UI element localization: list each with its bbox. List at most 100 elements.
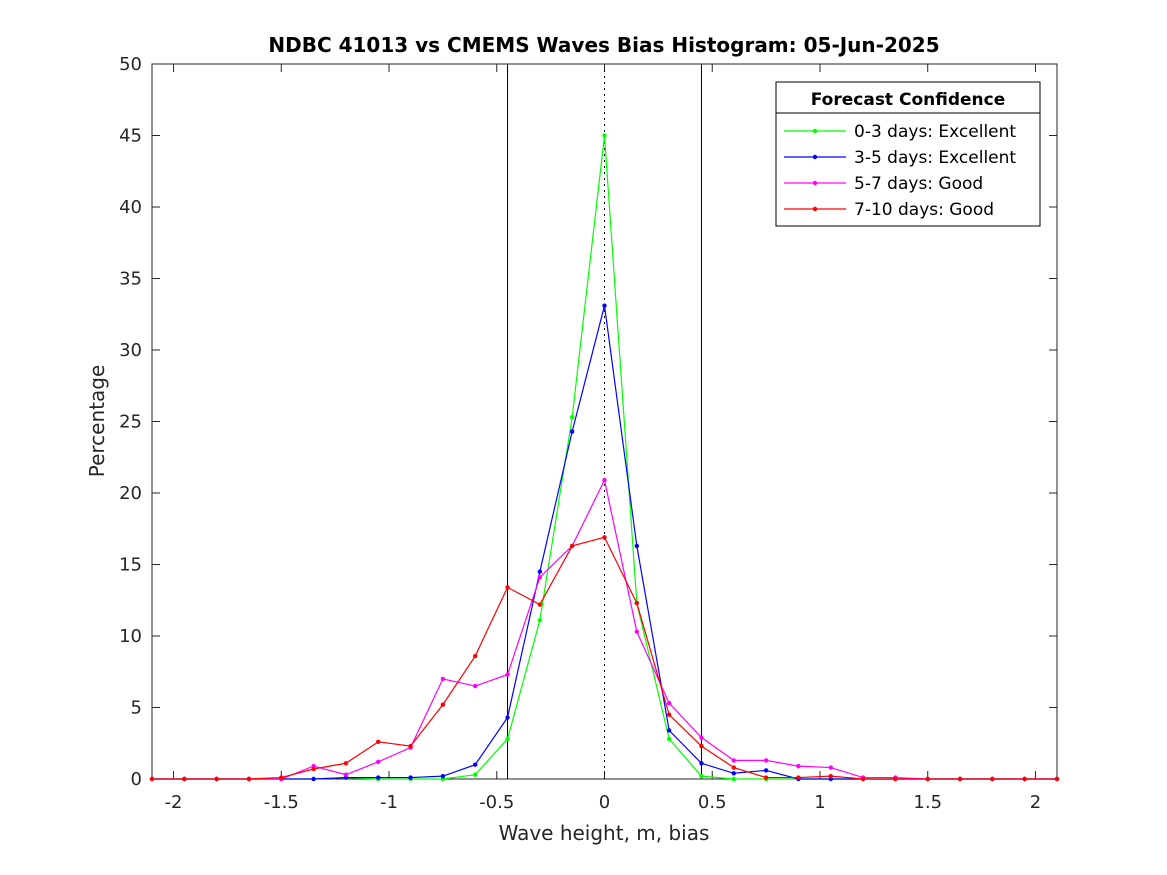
data-point [763, 758, 769, 763]
data-point [440, 676, 446, 682]
legend-marker [812, 180, 818, 186]
data-point [893, 776, 898, 782]
y-tick-label: 50 [119, 54, 142, 75]
data-point [376, 739, 381, 745]
data-point [505, 585, 510, 590]
data-point [505, 672, 510, 677]
data-point [731, 776, 736, 782]
x-tick-label: -1.5 [264, 792, 299, 813]
data-point [763, 775, 769, 780]
data-point [699, 735, 704, 740]
data-point [376, 759, 381, 765]
data-point [537, 569, 543, 574]
data-point [796, 763, 801, 769]
data-point [505, 715, 510, 720]
y-tick-label: 15 [119, 555, 142, 576]
legend-marker [812, 206, 818, 212]
legend-entry: 5-7 days: Good [854, 174, 983, 194]
data-point [343, 761, 349, 766]
data-point [214, 776, 219, 782]
y-axis-label: Percentage [85, 365, 109, 478]
data-point [602, 477, 607, 483]
data-point [343, 772, 349, 777]
x-tick-label: -0.5 [479, 792, 514, 813]
data-point [182, 776, 187, 782]
data-point [731, 771, 736, 776]
data-point [828, 765, 833, 770]
data-point [537, 602, 543, 607]
data-point [1054, 776, 1060, 782]
y-tick-label: 20 [119, 483, 142, 504]
x-tick-label: 1 [814, 792, 825, 813]
x-tick-label: -1 [380, 792, 398, 813]
data-point [666, 728, 672, 733]
legend: Forecast Confidence 0-3 days: Excellent 3-… [775, 81, 1041, 227]
y-tick-label: 35 [119, 269, 142, 290]
legend-entry: 0-3 days: Excellent [854, 122, 1016, 142]
data-point [699, 761, 704, 766]
y-tick-label: 25 [119, 412, 142, 433]
data-point [634, 629, 640, 634]
legend-entry: 3-5 days: Excellent [854, 148, 1016, 168]
data-point [602, 133, 607, 138]
x-axis-label: Wave height, m, bias [499, 821, 710, 845]
y-tick-label: 45 [119, 126, 142, 147]
data-point [569, 543, 575, 549]
data-point [473, 653, 478, 659]
y-tick-label: 10 [119, 626, 142, 647]
data-point [311, 776, 316, 782]
data-point [149, 776, 155, 782]
data-point [925, 776, 930, 782]
x-tick-label: 1.5 [913, 792, 942, 813]
data-point [699, 743, 704, 749]
data-point [537, 575, 543, 580]
data-point [828, 773, 833, 779]
y-tick-label: 40 [119, 197, 142, 218]
data-point [440, 773, 446, 779]
plot-area: 0 5 10 15 20 25 30 35 40 45 50 -2 -1.5 -1 -0.5 0 0.5 1 1.5… [119, 54, 1060, 813]
data-point [311, 766, 316, 772]
data-point [860, 776, 866, 782]
data-point [505, 736, 510, 742]
x-tick-label: 0 [599, 792, 610, 813]
x-tick-label: -2 [165, 792, 183, 813]
data-point [376, 775, 381, 780]
data-point [731, 765, 736, 770]
x-tick-label: 0.5 [698, 792, 727, 813]
legend-marker [812, 154, 818, 160]
y-tick-label: 30 [119, 340, 142, 361]
data-point [602, 535, 607, 540]
data-point [537, 618, 543, 623]
data-point [634, 543, 640, 549]
legend-box [775, 81, 1041, 227]
data-point [796, 775, 801, 780]
data-point [990, 776, 995, 782]
data-point [440, 702, 446, 707]
data-point [957, 776, 963, 782]
data-point [699, 773, 704, 779]
data-point [569, 429, 575, 434]
data-point [408, 743, 413, 749]
data-point [602, 303, 607, 308]
data-point [763, 768, 769, 773]
data-point [473, 772, 478, 777]
data-point [666, 736, 672, 742]
y-tick-label: 0 [131, 769, 142, 790]
data-point [731, 758, 736, 763]
legend-entry: 7-10 days: Good [854, 200, 994, 220]
data-point [473, 683, 478, 689]
x-tick-label: 2 [1030, 792, 1041, 813]
data-point [569, 415, 575, 420]
data-point [473, 762, 478, 767]
chart-title: NDBC 41013 vs CMEMS Waves Bias Histogram… [268, 33, 939, 57]
legend-title: Forecast Confidence [811, 90, 1006, 110]
y-tick-label: 5 [131, 698, 142, 719]
data-point [1022, 776, 1027, 782]
data-point [666, 701, 672, 706]
data-point [408, 775, 413, 780]
data-point [279, 775, 284, 780]
data-point [246, 776, 252, 782]
legend-marker [812, 128, 818, 134]
data-point [666, 712, 672, 717]
